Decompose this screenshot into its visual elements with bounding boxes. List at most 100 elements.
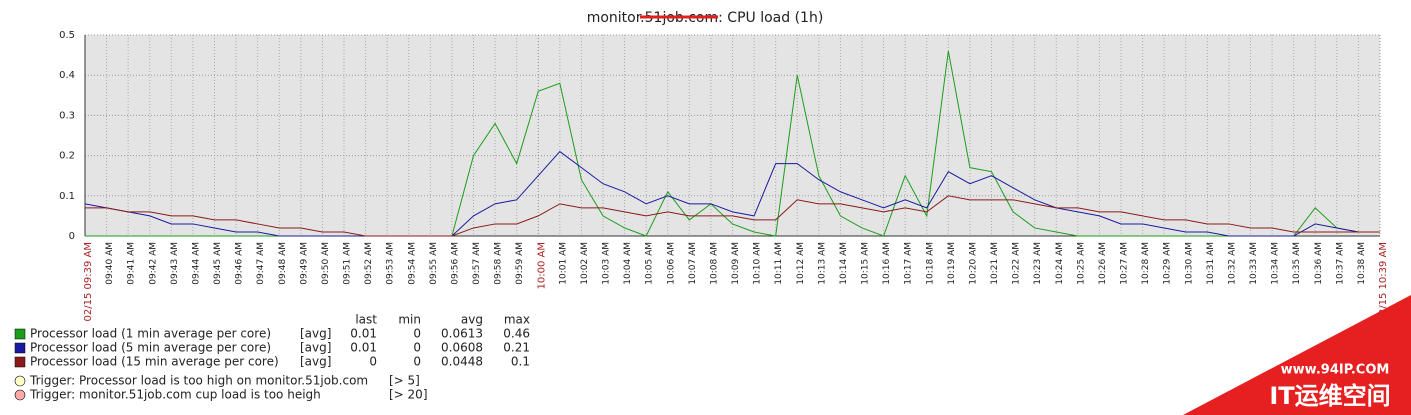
x-tick-label: 09:47 AM [256, 242, 266, 285]
x-tick-label: 10:27 AM [1120, 242, 1130, 285]
legend-name: Processor load (15 min average per core) [30, 355, 279, 369]
legend-header: avg [461, 313, 483, 327]
x-tick-label: 10:14 AM [839, 242, 849, 285]
legend-header: last [355, 313, 377, 327]
legend-func: [avg] [300, 355, 331, 369]
x-tick-label: 10:19 AM [947, 242, 957, 285]
x-tick-label: 10:37 AM [1335, 242, 1345, 285]
legend-value: 0.46 [503, 327, 530, 341]
x-tick-label: 10:30 AM [1184, 242, 1194, 285]
y-tick-label: 0 [69, 231, 75, 242]
y-tick-label: 0.3 [59, 110, 75, 121]
legend-name: Processor load (1 min average per core) [30, 327, 271, 341]
legend-value: 0 [369, 355, 377, 369]
x-tick-label: 09:51 AM [343, 242, 353, 285]
trigger-icon [14, 375, 26, 387]
x-tick-label: 10:21 AM [990, 242, 1000, 285]
x-tick-label: 09:48 AM [278, 242, 288, 285]
legend-func: [avg] [300, 341, 331, 355]
x-tick-label: 09:41 AM [127, 242, 137, 285]
x-tick-label: 10:04 AM [623, 242, 633, 285]
y-tick-label: 0.1 [59, 191, 75, 202]
x-tick-label: 09:55 AM [429, 242, 439, 285]
x-tick-label: 09:40 AM [105, 242, 115, 285]
x-tick-label: 10:12 AM [796, 242, 806, 285]
x-tick-label: 10:07 AM [688, 242, 698, 285]
legend-func: [avg] [300, 327, 331, 341]
x-tick-label: 10:17 AM [904, 242, 914, 285]
x-tick-label: 10:18 AM [925, 242, 935, 285]
x-tick-label: 10:34 AM [1271, 242, 1281, 285]
x-tick-label: 10:35 AM [1292, 242, 1302, 285]
x-tick-label: 10:26 AM [1098, 242, 1108, 285]
x-tick-label: 10:32 AM [1227, 242, 1237, 285]
legend-header: max [504, 313, 530, 327]
legend-value: 0 [413, 355, 421, 369]
y-tick-label: 0.4 [59, 70, 75, 81]
x-tick-label: 09:49 AM [299, 242, 309, 285]
x-tick-label: 10:31 AM [1206, 242, 1216, 285]
x-tick-label: 09:50 AM [321, 242, 331, 285]
trigger-icon [14, 389, 26, 401]
x-tick-label: 10:29 AM [1163, 242, 1173, 285]
series-line [84, 150, 1380, 237]
x-tick-label: 10:13 AM [817, 242, 827, 285]
x-tick-label: 09:44 AM [191, 242, 201, 285]
series-line [85, 195, 1380, 237]
x-tick-label: 10:05 AM [645, 242, 655, 285]
y-tick-label: 0.5 [59, 30, 75, 41]
x-tick-label: 10:00 AM [536, 242, 547, 289]
x-tick-label: 10:38 AM [1357, 242, 1367, 285]
x-tick-label: 10:01 AM [558, 242, 568, 285]
trigger-name: Trigger: monitor.51job.com cup load is t… [29, 388, 321, 402]
legend-name: Processor load (5 min average per core) [30, 341, 271, 355]
x-tick-label: 02/15 09:39 AM [83, 242, 94, 321]
x-tick-label: 10:28 AM [1141, 242, 1151, 285]
legend-value: 0.0448 [441, 355, 483, 369]
x-tick-label: 10:10 AM [753, 242, 763, 285]
x-tick-label: 09:56 AM [450, 242, 460, 285]
x-tick-label: 10:03 AM [602, 242, 612, 285]
legend-value: 0.0613 [441, 327, 483, 341]
x-tick-label: 10:11 AM [774, 242, 784, 285]
legend-header: min [398, 313, 421, 327]
x-tick-label: 10:20 AM [968, 242, 978, 285]
watermark-name: IT运维空间 [1269, 382, 1390, 410]
trigger-name: Trigger: Processor load is too high on m… [29, 374, 368, 388]
legend-value: 0.01 [350, 327, 377, 341]
x-tick-label: 09:52 AM [364, 242, 374, 285]
legend-swatch [14, 342, 26, 354]
x-tick-label: 09:43 AM [170, 242, 180, 285]
x-tick-label: 10:06 AM [666, 242, 676, 285]
x-tick-label: 09:54 AM [407, 242, 417, 285]
x-tick-label: 02/15 10:39 AM [1378, 242, 1389, 321]
x-tick-label: 10:02 AM [580, 242, 590, 285]
trigger-threshold: [> 5] [389, 374, 420, 388]
legend-value: 0 [413, 341, 421, 355]
x-tick-label: 10:33 AM [1249, 242, 1259, 285]
watermark-url: www.94IP.COM [1281, 363, 1390, 378]
x-tick-label: 10:36 AM [1314, 242, 1324, 285]
legend-value: 0.0608 [441, 341, 483, 355]
x-tick-label: 09:58 AM [494, 242, 504, 285]
x-tick-label: 10:16 AM [882, 242, 892, 285]
legend-value: 0.01 [350, 341, 377, 355]
legend-value: 0 [413, 327, 421, 341]
x-tick-label: 10:09 AM [731, 242, 741, 285]
x-tick-label: 09:42 AM [148, 242, 158, 285]
legend-value: 0.1 [511, 355, 530, 369]
legend-swatch [14, 328, 26, 340]
trigger-threshold: [> 20] [389, 388, 428, 402]
x-tick-label: 09:57 AM [472, 242, 482, 285]
y-tick-label: 0.2 [59, 151, 75, 162]
watermark-banner [1183, 295, 1411, 415]
legend-value: 0.21 [503, 341, 530, 355]
x-tick-label: 09:45 AM [213, 242, 223, 285]
x-tick-label: 09:53 AM [386, 242, 396, 285]
x-tick-label: 10:08 AM [709, 242, 719, 285]
x-tick-label: 10:23 AM [1033, 242, 1043, 285]
x-tick-label: 09:59 AM [515, 242, 525, 285]
x-tick-label: 10:25 AM [1076, 242, 1086, 285]
x-tick-label: 10:24 AM [1055, 242, 1065, 285]
